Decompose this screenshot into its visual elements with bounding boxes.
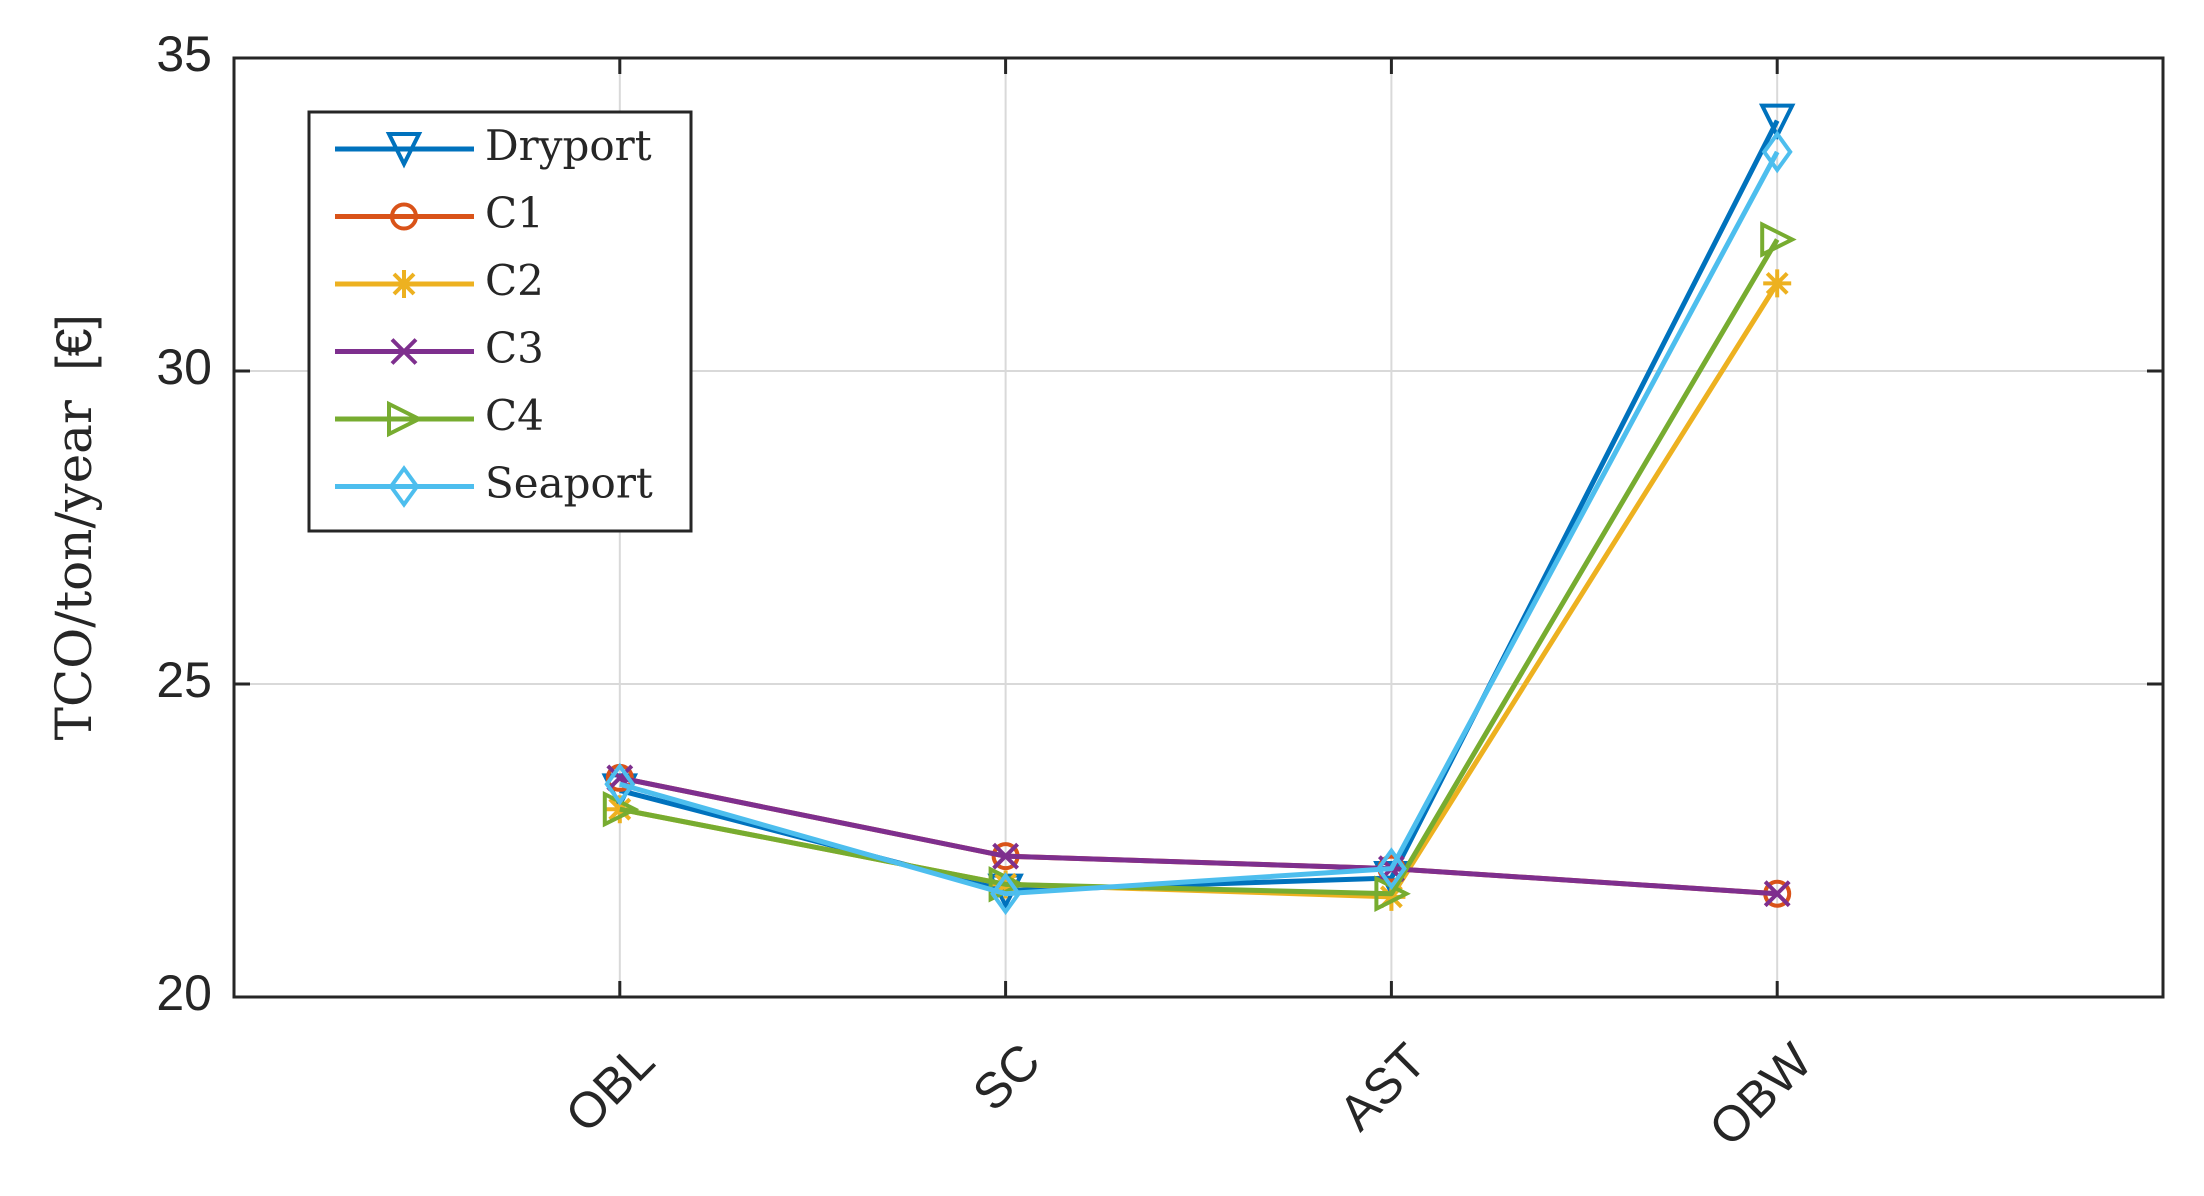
y-axis-label-unit: [€] bbox=[46, 315, 102, 371]
series-group bbox=[601, 103, 1797, 916]
y-axis-label-main: TCO/ton/year bbox=[45, 400, 103, 740]
data-point-c2 bbox=[1377, 882, 1406, 911]
legend-label: C4 bbox=[485, 391, 544, 440]
legend-entry-dryport: Dryport bbox=[335, 121, 652, 170]
legend-label: Seaport bbox=[485, 459, 653, 508]
y-tick-label: 20 bbox=[156, 965, 212, 1021]
data-point-seaport bbox=[604, 762, 636, 806]
y-tick-label: 35 bbox=[156, 26, 212, 82]
legend-marker bbox=[390, 202, 418, 231]
data-point-c3 bbox=[1763, 880, 1791, 908]
y-tick-label: 25 bbox=[156, 652, 212, 708]
data-point-dryport bbox=[1758, 103, 1796, 141]
data-point-c3 bbox=[992, 842, 1020, 870]
data-point-seaport bbox=[990, 872, 1022, 916]
legend-entry-c2: C2 bbox=[335, 256, 544, 305]
y-axis-label: TCO/ton/year [€] bbox=[45, 315, 103, 741]
legend-marker bbox=[388, 465, 420, 508]
data-point-seaport bbox=[1375, 847, 1407, 891]
legend-marker bbox=[385, 132, 423, 169]
legend-entry-seaport: Seaport bbox=[335, 459, 653, 508]
legend-marker bbox=[387, 400, 424, 438]
legend-box bbox=[307, 110, 693, 533]
legend-entry-c4: C4 bbox=[335, 391, 544, 440]
data-point-c2 bbox=[1763, 269, 1792, 298]
legend: Dryport C1 C2 C3 C4 Seaport bbox=[307, 110, 693, 533]
legend-marker bbox=[390, 338, 418, 365]
data-point-seaport bbox=[1761, 130, 1793, 174]
legend-entry-c3: C3 bbox=[335, 324, 544, 373]
legend-label: C2 bbox=[485, 256, 544, 305]
y-axis-label-text: TCO/ton/year [€] bbox=[45, 315, 103, 741]
legend-entry-c1: C1 bbox=[335, 189, 544, 238]
series-line-c4 bbox=[619, 238, 1780, 897]
legend-label: Dryport bbox=[485, 121, 652, 170]
legend-label: C3 bbox=[485, 324, 544, 373]
series-seaport bbox=[604, 130, 1793, 916]
axes-box bbox=[232, 56, 2165, 999]
legend-label: C1 bbox=[485, 189, 544, 238]
series-line-seaport bbox=[619, 150, 1780, 897]
legend-marker bbox=[390, 270, 418, 298]
data-point-c4 bbox=[1760, 221, 1797, 258]
series-line-c3 bbox=[619, 775, 1778, 897]
y-tick-label: 30 bbox=[156, 339, 212, 395]
